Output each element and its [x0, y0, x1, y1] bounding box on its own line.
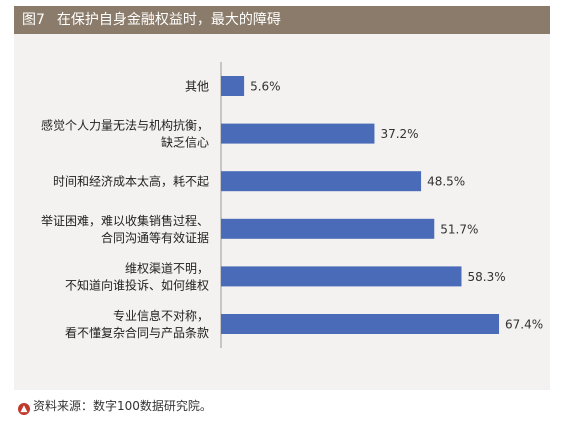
value-label: 37.2% — [380, 127, 418, 141]
bar — [221, 123, 375, 144]
value-label: 51.7% — [440, 222, 478, 236]
source-text: 资料来源：数字100数据研究院。 — [33, 399, 212, 413]
bar — [221, 76, 245, 96]
category-label: 缺乏信心 — [161, 135, 209, 150]
value-label: 5.6% — [250, 80, 281, 94]
category-label: 时间和经济成本太高，耗不起 — [53, 174, 209, 189]
source-note: ▲ 资料来源：数字100数据研究院。 — [18, 398, 212, 415]
value-label: 48.5% — [427, 175, 465, 189]
bar — [221, 218, 435, 239]
chart-panel: 5.6% 其他 37.2% 感觉个人力量无法与机构抗衡， 缺乏信心 48.5% 时间和经济成… — [14, 34, 550, 390]
category-label: 维权渠道不明， — [125, 261, 209, 275]
arrow-up-circle-icon: ▲ — [18, 403, 30, 415]
bar-chart: 5.6% 其他 37.2% 感觉个人力量无法与机构抗衡， 缺乏信心 48.5% 时间和经济成… — [41, 62, 543, 348]
category-label: 看不懂复杂合同与产品条款 — [65, 325, 209, 340]
figure-number: 图7 — [22, 12, 45, 28]
category-label: 举证困难，难以收集销售过程、 — [41, 213, 209, 228]
category-label: 专业信息不对称， — [113, 308, 209, 323]
value-label: 58.3% — [467, 270, 505, 284]
chart-title-bar: 图7 在保护自身金融权益时，最大的障碍 — [14, 6, 550, 34]
value-label: 67.4% — [505, 318, 543, 332]
category-label: 其他 — [185, 80, 209, 94]
bar — [221, 266, 462, 287]
category-label: 感觉个人力量无法与机构抗衡， — [41, 118, 209, 133]
chart-title: 在保护自身金融权益时，最大的障碍 — [56, 12, 281, 28]
category-label: 合同沟通等有效证据 — [101, 230, 209, 245]
bar — [221, 171, 422, 192]
bar — [221, 314, 500, 334]
category-label: 不知道向谁投诉、如何维权 — [65, 277, 209, 292]
